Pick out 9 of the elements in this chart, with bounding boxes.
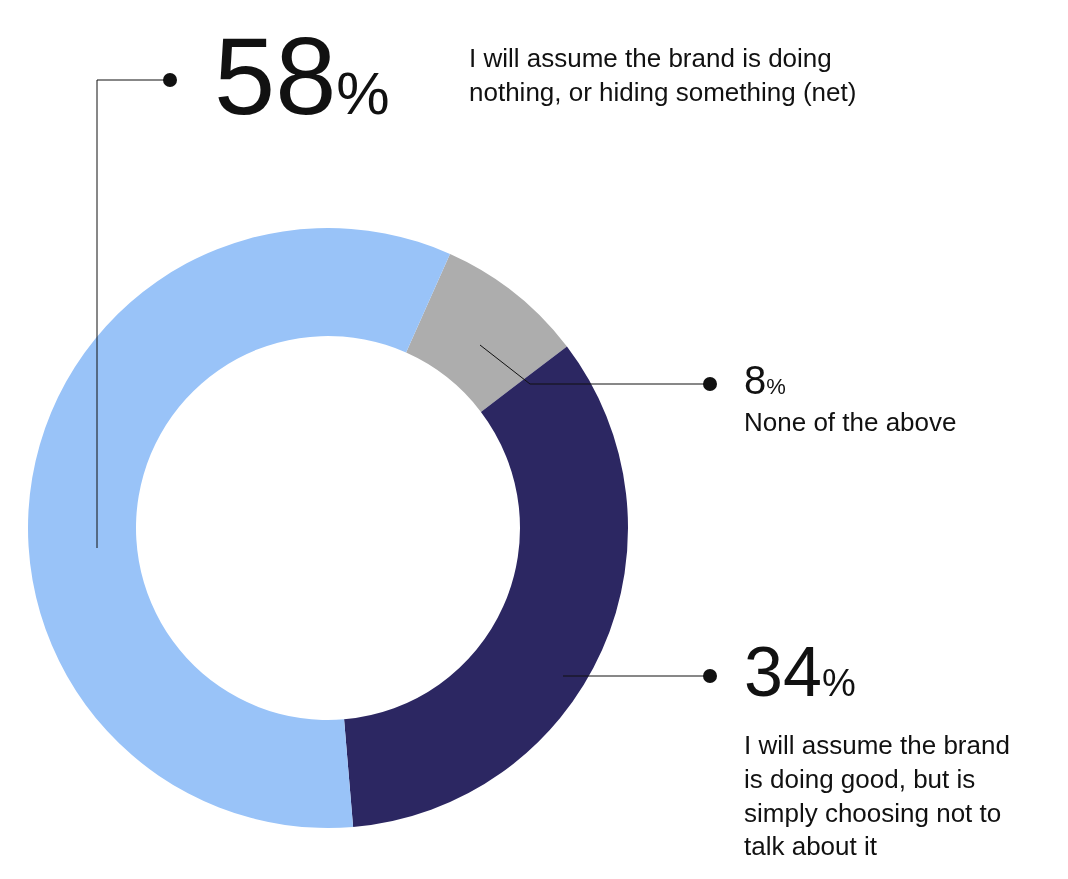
- donut-slice: [406, 253, 567, 412]
- donut-slice: [28, 228, 451, 828]
- data-label: 34%: [744, 633, 856, 711]
- data-label: 8%: [744, 358, 786, 402]
- slice-label: I will assume the brand is doing nothing, or hiding something (net): [469, 43, 857, 107]
- donut-slice: [344, 346, 628, 827]
- slice-label: I will assume the brand is doing good, but is simply choosing not to talk about it: [744, 730, 1010, 862]
- slice-label: None of the above: [744, 407, 957, 437]
- data-label: 58%: [214, 14, 390, 137]
